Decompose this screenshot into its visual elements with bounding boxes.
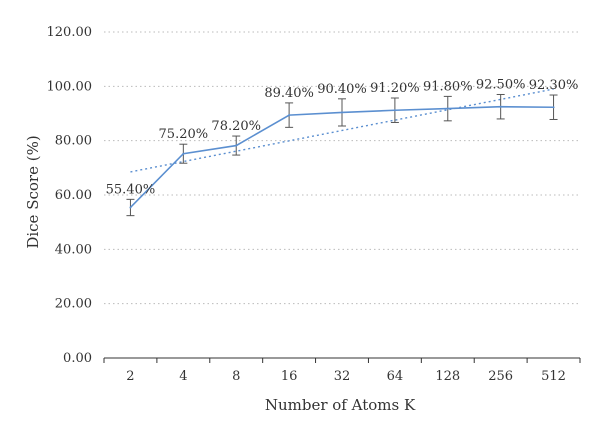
series-line xyxy=(129,105,555,209)
x-tick-label: 32 xyxy=(334,369,351,384)
data-labels: 55.40% 75.20%78.20% 89.40% 90.40% 91.20% 91.8… xyxy=(106,77,579,197)
data-label: 75.20% xyxy=(159,127,209,142)
y-tick-label: 80.00 xyxy=(55,134,92,149)
data-point xyxy=(393,109,396,112)
x-tick-label: 16 xyxy=(281,369,298,384)
y-tick-label: 20.00 xyxy=(55,297,92,312)
x-axis-label: Number of Atoms K xyxy=(265,396,416,414)
data-point xyxy=(446,107,449,110)
data-point xyxy=(288,114,291,117)
y-tick-labels: 0.00 20.00 40.00 60.00 80.00 100.00 120.00 xyxy=(47,25,93,366)
x-tick-label: 2 xyxy=(126,369,134,384)
data-point xyxy=(552,106,555,109)
x-tick-label: 512 xyxy=(541,369,566,384)
x-tick-label: 4 xyxy=(179,369,187,384)
y-tick-label: 120.00 xyxy=(47,25,93,40)
y-tick-label: 60.00 xyxy=(55,188,92,203)
x-tick-label: 128 xyxy=(435,369,460,384)
data-label: 78.20% xyxy=(211,119,261,134)
data-point xyxy=(341,111,343,114)
y-tick-label: 40.00 xyxy=(55,242,92,257)
data-label: 92.30% xyxy=(529,78,579,93)
x-tick-label: 8 xyxy=(232,369,240,384)
data-point xyxy=(182,152,185,155)
data-point xyxy=(499,105,502,108)
data-label: 89.40% xyxy=(264,86,314,101)
y-tick-label: 0.00 xyxy=(63,351,92,366)
x-tick-label: 256 xyxy=(488,369,513,384)
y-axis-label: Dice Score (%) xyxy=(24,135,42,248)
data-label: 55.40% xyxy=(106,182,156,197)
data-point xyxy=(235,144,238,147)
trendline-path xyxy=(130,88,554,173)
axes xyxy=(103,357,581,363)
data-label: 91.80% xyxy=(423,79,473,94)
x-tick-label: 64 xyxy=(387,369,404,384)
x-tick-labels: 2 4 8 16 32 64 128 256 512 xyxy=(126,369,566,384)
grid-lines xyxy=(104,31,580,305)
trendline xyxy=(130,88,554,173)
data-label: 92.50% xyxy=(476,77,526,92)
data-label: 91.20% xyxy=(370,81,420,96)
y-tick-label: 100.00 xyxy=(47,79,93,94)
data-label: 90.40% xyxy=(317,82,367,97)
data-point xyxy=(129,206,132,209)
